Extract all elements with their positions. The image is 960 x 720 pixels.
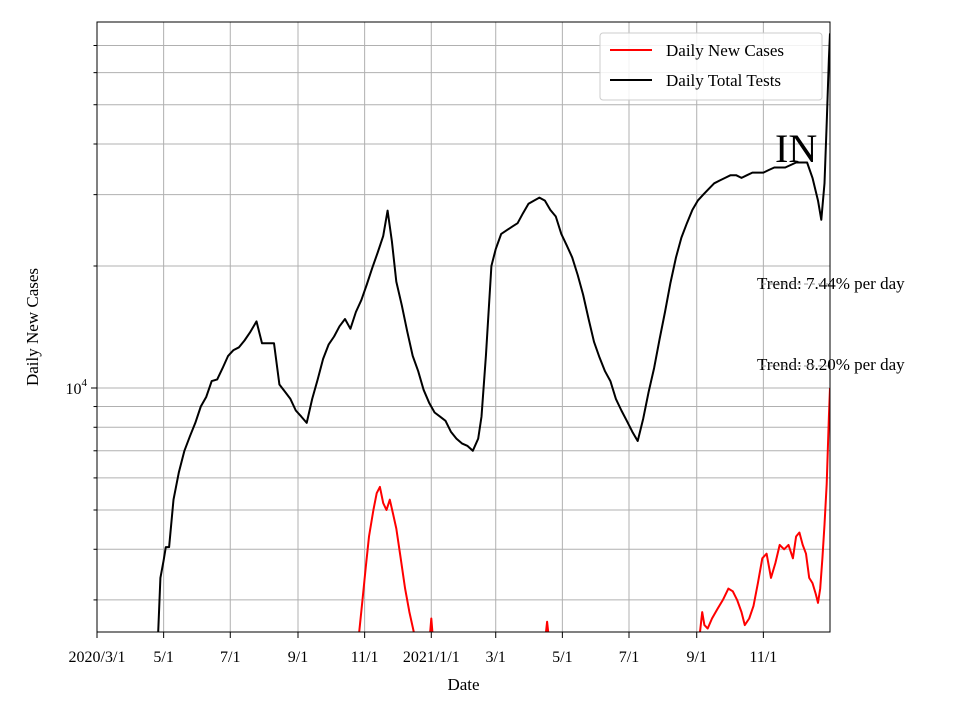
series-new-cases-line xyxy=(545,620,550,632)
x-tick-label: 9/1 xyxy=(288,649,308,666)
x-tick-label: 11/1 xyxy=(749,649,777,666)
x-tick-label: 7/1 xyxy=(220,649,240,666)
legend-box xyxy=(599,32,823,101)
legend-label-total-tests: Daily Total Tests xyxy=(666,71,781,90)
ticks: 104 2020/3/1 5/1 7/1 9/1 11/1 2021/1/1 3/1 5/1 7/… xyxy=(66,45,777,666)
series-total-tests-line xyxy=(157,33,830,632)
trend-annotation-2: Trend: 8.20% per day xyxy=(757,355,905,374)
legend: Daily New Cases Daily Total Tests xyxy=(599,32,823,101)
y-tick-label-exponent: 4 xyxy=(82,377,88,389)
series-new-cases-line xyxy=(699,387,830,632)
x-tick-label: 9/1 xyxy=(687,649,707,666)
x-tick-label: 2021/1/1 xyxy=(403,649,460,666)
x-tick-label: 5/1 xyxy=(552,649,572,666)
series-new-cases-line xyxy=(358,485,415,632)
x-tick-label: 5/1 xyxy=(153,649,173,666)
plot-lines xyxy=(157,33,830,632)
plot-frame xyxy=(96,21,831,633)
y-tick-label-base: 10 xyxy=(66,381,82,398)
annotations: Trend: 7.44% per day Trend: 8.20% per da… xyxy=(757,126,905,374)
state-label: IN xyxy=(775,126,817,171)
legend-label-new-cases: Daily New Cases xyxy=(666,41,784,60)
x-tick-label: 7/1 xyxy=(619,649,639,666)
x-tick-label: 11/1 xyxy=(351,649,379,666)
series-new-cases-line xyxy=(429,617,434,632)
y-tick-label: 104 xyxy=(66,377,88,398)
x-tick-label: 2020/3/1 xyxy=(69,649,126,666)
x-axis-label: Date xyxy=(447,675,479,694)
trend-annotation-1: Trend: 7.44% per day xyxy=(757,274,905,293)
y-axis-label: Daily New Cases xyxy=(23,268,42,386)
grid xyxy=(96,22,830,632)
x-tick-label: 3/1 xyxy=(485,649,505,666)
